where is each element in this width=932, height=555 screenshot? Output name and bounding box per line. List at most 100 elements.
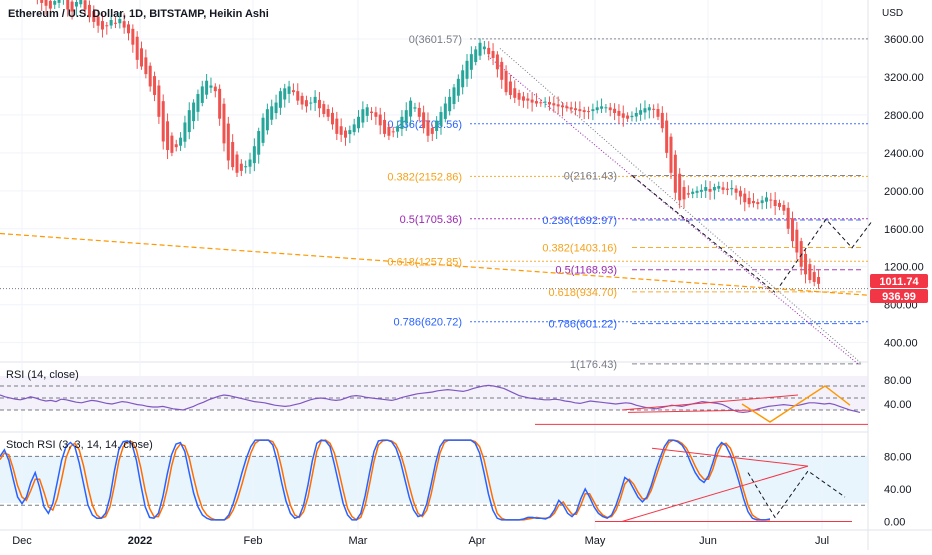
price-projection-path	[779, 218, 873, 286]
candle-body	[218, 88, 222, 119]
fib-level-label: 0.786(620.72)	[394, 317, 463, 329]
candle-body	[543, 101, 547, 103]
candle-body	[131, 28, 135, 45]
stoch-title: Stoch RSI (3, 3, 14, 14, close)	[6, 439, 153, 451]
candle-body	[656, 109, 660, 117]
fib-level-label: 1(176.43)	[570, 359, 617, 371]
candle-body	[717, 186, 721, 189]
stoch-projection-path	[747, 470, 846, 519]
time-tick-label: Jun	[699, 535, 717, 547]
candle-body	[344, 130, 347, 138]
candle-body	[231, 142, 235, 168]
candle-body	[552, 103, 556, 106]
fib-level-label: 0.5(1705.36)	[400, 214, 462, 226]
candle-body	[53, 1, 57, 5]
candle-body	[456, 78, 460, 96]
candle-body	[383, 119, 387, 134]
rsi-tick-label: 80.00	[884, 375, 912, 387]
chart-title: Ethereum / U.S. Dollar, 1D, BITSTAMP, He…	[8, 8, 269, 20]
candle-body	[738, 190, 742, 197]
fib-diagonal-purple	[487, 55, 859, 365]
price-tick-label: 2000.00	[884, 186, 924, 198]
fib-level-label: 0.618(1257.85)	[387, 256, 462, 268]
rsi-projection-path	[741, 385, 851, 423]
candle-body	[756, 202, 760, 205]
candle-body	[387, 126, 391, 136]
candle-body	[487, 47, 491, 55]
candle-body	[127, 24, 130, 34]
candle-body	[417, 107, 421, 117]
candle-body	[643, 108, 647, 113]
candle-body	[764, 197, 768, 202]
candle-body	[500, 61, 504, 80]
candle-body	[504, 70, 508, 93]
candle-body	[352, 124, 356, 133]
candle-body	[600, 106, 604, 109]
candle-body	[265, 109, 269, 131]
candle-body	[118, 19, 122, 24]
candle-body	[578, 109, 582, 112]
rsi-title: RSI (14, close)	[6, 369, 79, 381]
price-tick-label: 2800.00	[884, 110, 924, 122]
candle-body	[157, 85, 161, 117]
rsi-line	[0, 384, 861, 414]
candle-body	[630, 115, 634, 118]
candle-body	[135, 36, 139, 60]
candle-body	[751, 201, 755, 204]
fib-diagonal-gray	[499, 48, 863, 365]
price-tick-label: 1200.00	[884, 262, 924, 274]
candle-body	[187, 110, 191, 133]
candle-body	[278, 91, 282, 108]
candle-body	[365, 107, 369, 116]
rsi-tick-label: 40.00	[884, 399, 912, 411]
candle-body	[87, 4, 91, 18]
candle-body	[448, 96, 452, 112]
candle-body	[261, 117, 265, 143]
time-tick-label: Dec	[12, 535, 32, 547]
price-badge-ha-label: 936.99	[882, 291, 916, 303]
candle-body	[482, 46, 486, 50]
candle-body	[521, 96, 525, 101]
candle-body	[122, 21, 126, 28]
candle-body	[678, 173, 682, 201]
candle-body	[461, 70, 465, 88]
candle-body	[300, 95, 304, 105]
candle-body	[660, 112, 664, 129]
fib-level-label: 0.236(1692.97)	[542, 215, 617, 227]
stoch-tick-label: 40.00	[884, 484, 912, 496]
candle-body	[686, 193, 690, 195]
candle-body	[144, 57, 148, 75]
long-trendline	[0, 232, 869, 296]
stoch-tick-label: 0.00	[884, 516, 905, 528]
candle-body	[595, 107, 599, 111]
candle-body	[409, 100, 413, 117]
fib-diagonal-dashed	[631, 175, 776, 293]
candle-body	[743, 193, 747, 203]
price-badge-close	[870, 274, 928, 288]
candle-body	[795, 229, 799, 253]
candle-body	[226, 123, 230, 161]
candle-body	[109, 20, 113, 26]
candle-body	[322, 104, 326, 114]
time-tick-label: Jul	[815, 535, 829, 547]
candle-body	[443, 103, 447, 119]
candle-body	[391, 131, 395, 133]
candle-body	[730, 187, 734, 190]
candle-body	[708, 188, 712, 192]
fib-level-label: 0.382(2152.86)	[387, 171, 462, 183]
candle-body	[140, 48, 144, 67]
candle-body	[799, 241, 803, 267]
candle-body	[782, 204, 786, 211]
candle-body	[400, 116, 404, 129]
price-badge-close-label: 1011.74	[879, 276, 919, 288]
candle-body	[647, 107, 651, 111]
candle-body	[530, 99, 534, 103]
candle-body	[773, 199, 777, 207]
candle-body	[469, 54, 473, 70]
candle-body	[252, 146, 256, 164]
time-tick-label: Mar	[349, 535, 368, 547]
candle-body	[179, 137, 183, 146]
candle-body	[695, 190, 699, 193]
candle-body	[591, 109, 595, 112]
